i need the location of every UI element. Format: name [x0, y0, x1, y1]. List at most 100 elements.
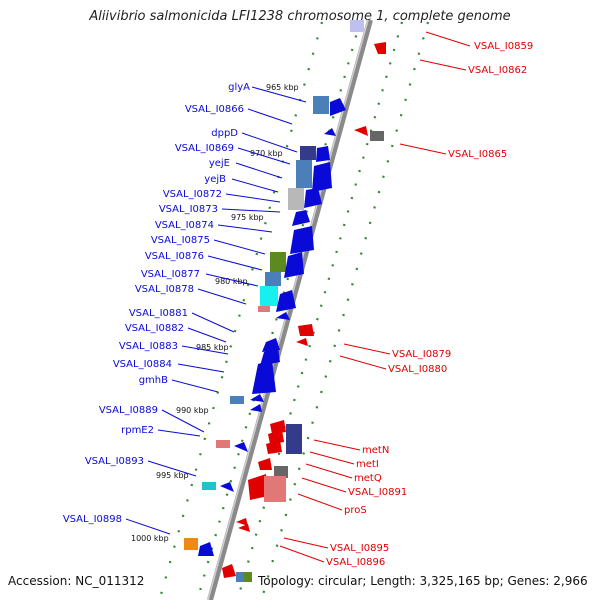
tick-label-980: 980 kbp: [215, 277, 248, 286]
forward-arrow: [312, 162, 332, 192]
gene-label-metN: metN: [362, 445, 389, 456]
feature-block-steelblue: [296, 160, 312, 188]
tick-labels: 965 kbp 970 kbp 975 kbp 980 kbp 985 kbp …: [131, 83, 299, 543]
feature-block-lavender-top: [350, 20, 364, 32]
forward-arrow-small: [250, 394, 264, 402]
forward-arrow: [262, 338, 280, 352]
gene-label-VSAL_I0872: VSAL_I0872: [163, 189, 222, 200]
forward-arrow: [292, 210, 310, 226]
forward-arrow-small: [276, 312, 290, 320]
reverse-arrow: [354, 126, 368, 136]
feature-block-olive: [244, 572, 252, 582]
reverse-arrow: [374, 42, 386, 54]
gene-label-yejB: yejB: [204, 174, 226, 185]
gene-label-VSAL_I0895: VSAL_I0895: [330, 543, 389, 554]
forward-arrow-small: [250, 404, 262, 412]
forward-arrow: [198, 542, 214, 556]
chromosome-backbone-highlight: [207, 19, 369, 600]
gene-label-gmhB: gmhB: [139, 375, 168, 386]
gene-label-VSAL_I0883: VSAL_I0883: [119, 341, 178, 352]
gene-label-glyA: glyA: [228, 82, 250, 93]
feature-block-cyan: [260, 286, 278, 306]
tick-label-965: 965 kbp: [266, 83, 299, 92]
map-title: Aliivibrio salmonicida LFI1238 chromosom…: [89, 9, 511, 24]
gene-label-VSAL_I0866: VSAL_I0866: [185, 104, 244, 115]
reverse-arrow: [258, 458, 272, 470]
gene-label-yejE: yejE: [209, 158, 230, 169]
gene-label-VSAL_I0893: VSAL_I0893: [85, 456, 144, 467]
gene-label-proS: proS: [344, 505, 367, 516]
feature-block-steelblue: [313, 96, 329, 114]
forward-arrow-small: [234, 442, 248, 452]
reverse-arrow: [222, 564, 236, 578]
reverse-arrow-small: [296, 338, 308, 346]
tick-label-975: 975 kbp: [231, 213, 264, 222]
tick-label-990: 990 kbp: [176, 406, 209, 415]
feature-block-pink: [258, 306, 270, 312]
feature-block-navy: [300, 146, 316, 160]
forward-arrow: [304, 188, 322, 208]
right-gene-labels: VSAL_I0859 VSAL_I0862 VSAL_I0865 VSAL_I0…: [279, 31, 533, 568]
feature-block-navy: [286, 424, 302, 454]
reverse-arrow: [298, 324, 314, 336]
gene-label-VSAL_I0876: VSAL_I0876: [145, 251, 204, 262]
feature-block-cyan: [202, 482, 216, 490]
gene-label-VSAL_I0896: VSAL_I0896: [326, 557, 385, 568]
tick-label-985: 985 kbp: [196, 343, 229, 352]
gene-label-VSAL_I0878: VSAL_I0878: [135, 284, 194, 295]
forward-arrow: [260, 348, 280, 366]
gene-label-dppD: dppD: [211, 128, 238, 139]
gene-label-VSAL_I0880: VSAL_I0880: [388, 364, 447, 375]
gene-label-VSAL_I0877: VSAL_I0877: [141, 269, 200, 280]
gene-label-VSAL_I0884: VSAL_I0884: [113, 359, 172, 370]
gene-label-VSAL_I0882: VSAL_I0882: [125, 323, 184, 334]
gene-label-VSAL_I0873: VSAL_I0873: [159, 204, 218, 215]
tick-label-995: 995 kbp: [156, 471, 189, 480]
forward-arrow: [276, 290, 296, 312]
accession-text: Accession: NC_011312: [8, 574, 145, 588]
feature-block-pink: [216, 440, 230, 448]
forward-arrow: [316, 146, 330, 162]
topology-text: Topology: circular; Length: 3,325,165 bp…: [258, 574, 588, 588]
feature-block-orange: [184, 538, 198, 550]
gene-label-VSAL_I0891: VSAL_I0891: [348, 487, 407, 498]
feature-block-silver: [288, 188, 304, 210]
feature-block-grey: [370, 131, 384, 141]
feature-block-steelblue: [236, 572, 246, 582]
tick-label-1000: 1000 kbp: [131, 534, 169, 543]
reverse-arrow: [248, 474, 268, 500]
gene-label-VSAL_I0889: VSAL_I0889: [99, 405, 158, 416]
feature-block-steelblue: [230, 396, 244, 404]
gene-label-metI: metI: [356, 459, 379, 470]
tick-label-970: 970 kbp: [250, 149, 283, 158]
forward-arrow: [284, 252, 304, 278]
reverse-arrow-small: [238, 524, 250, 532]
feature-block-steelblue: [265, 272, 281, 286]
gene-label-VSAL_I0862: VSAL_I0862: [468, 65, 527, 76]
forward-arrow-small: [220, 482, 234, 492]
left-gene-labels: glyA VSAL_I0866 dppD VSAL_I0869 yejE yej…: [63, 82, 307, 535]
reverse-arrow-small: [236, 518, 248, 526]
forward-arrow: [290, 226, 314, 254]
gene-label-VSAL_I0869: VSAL_I0869: [175, 143, 234, 154]
gene-label-VSAL_I0875: VSAL_I0875: [151, 235, 210, 246]
feature-glyphs: [184, 20, 386, 582]
gene-label-VSAL_I0859: VSAL_I0859: [474, 41, 533, 52]
forward-arrow: [330, 98, 346, 116]
gene-label-VSAL_I0874: VSAL_I0874: [155, 220, 214, 231]
inner-left-track: [196, 21, 362, 599]
gene-label-VSAL_I0879: VSAL_I0879: [392, 349, 451, 360]
forward-arrow: [252, 360, 276, 394]
gene-label-VSAL_I0898: VSAL_I0898: [63, 514, 122, 525]
feature-block-pink: [264, 476, 286, 502]
forward-arrow-small: [324, 128, 336, 136]
inner-right-track: [236, 21, 404, 599]
feature-block-grey: [274, 466, 288, 478]
gene-label-rpmE2: rpmE2: [121, 425, 154, 436]
reverse-arrow: [266, 440, 282, 454]
gene-label-VSAL_I0881: VSAL_I0881: [129, 308, 188, 319]
gene-label-VSAL_I0865: VSAL_I0865: [448, 149, 507, 160]
gene-label-metQ: metQ: [354, 473, 382, 484]
chromosome-backbone: [207, 19, 373, 600]
